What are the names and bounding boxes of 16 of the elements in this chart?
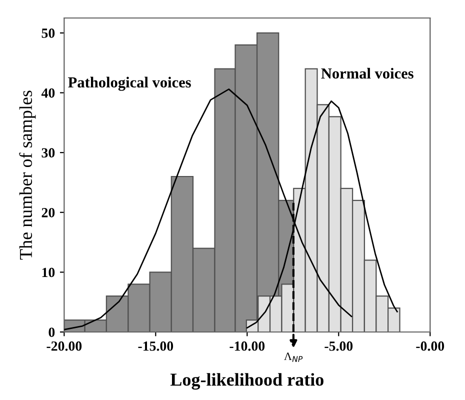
x-tick-label: -5.00 <box>324 341 353 351</box>
x-tick-label: -20.00 <box>46 341 82 351</box>
x-tick-label: -15.00 <box>138 341 174 351</box>
series-label: Normal voices <box>321 68 414 79</box>
y-tick-label: 0 <box>48 328 55 337</box>
y-tick-label: 10 <box>42 268 55 278</box>
ref-line-label: Λ$_{NP}$ <box>284 352 303 362</box>
y-tick-label: 20 <box>42 208 55 218</box>
y-tick-label: 30 <box>42 148 55 158</box>
x-axis-title: Log-likelihood ratio <box>170 373 324 390</box>
series-label: Pathological voices <box>68 76 191 91</box>
y-tick-label: 40 <box>41 88 55 98</box>
y-axis-title: The number of samples <box>19 90 36 260</box>
y-tick-label: 50 <box>42 28 55 38</box>
x-tick-label: -0.00 <box>416 341 444 351</box>
x-tick-label: -10.00 <box>230 341 265 351</box>
